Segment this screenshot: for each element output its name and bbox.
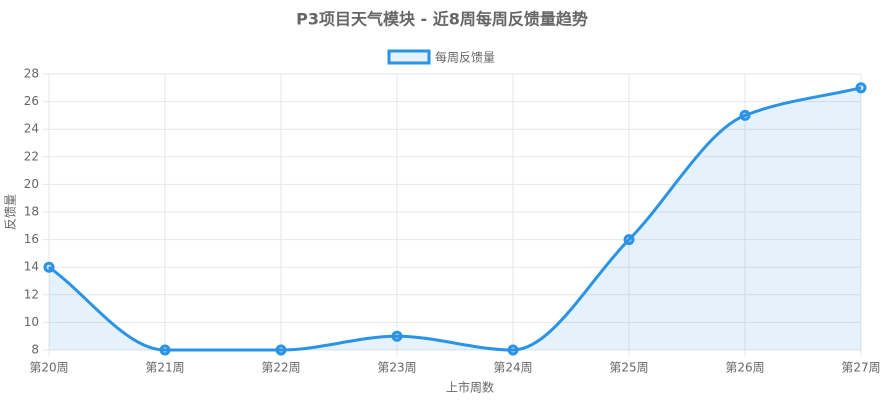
point <box>391 330 403 342</box>
y-tick-label: 10 <box>24 315 39 329</box>
y-tick-label: 28 <box>24 67 39 81</box>
x-tick-label: 第22周 <box>261 361 300 375</box>
x-tick-label: 第21周 <box>145 361 184 375</box>
legend-label: 每周反馈量 <box>435 50 495 65</box>
x-tick-label: 第24周 <box>493 361 532 375</box>
line-area <box>49 87 861 351</box>
x-tick-label: 第27周 <box>841 361 880 375</box>
point <box>623 234 635 246</box>
y-tick-label: 14 <box>24 260 39 274</box>
y-axis-title: 反馈量 <box>4 194 18 230</box>
point <box>275 344 287 356</box>
y-tick-label: 8 <box>31 343 39 357</box>
y-tick-label: 24 <box>24 122 39 136</box>
y-tick-label: 16 <box>24 232 39 246</box>
y-tick-label: 26 <box>24 94 39 108</box>
x-tick-label: 第23周 <box>377 361 416 375</box>
y-tick-label: 22 <box>24 149 39 163</box>
point <box>855 82 867 94</box>
legend-swatch <box>387 49 431 65</box>
chart-title: P3项目天气模块 - 近8周每周反馈量趋势 <box>296 10 588 29</box>
point <box>739 109 751 121</box>
x-axis-title: 上市周数 <box>446 380 494 395</box>
point <box>159 344 171 356</box>
point <box>43 261 55 273</box>
point <box>507 344 519 356</box>
x-tick-label: 第20周 <box>29 361 68 375</box>
y-tick-label: 20 <box>24 177 39 191</box>
y-tick-label: 12 <box>24 287 39 301</box>
x-tick-label: 第25周 <box>609 361 648 375</box>
x-tick-label: 第26周 <box>725 361 764 375</box>
y-tick-label: 18 <box>24 205 39 219</box>
